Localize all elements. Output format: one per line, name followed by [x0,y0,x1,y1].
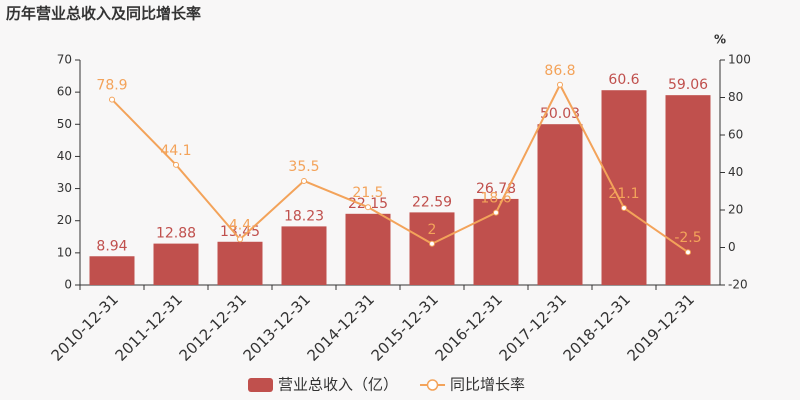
bar [345,213,391,285]
x-tick-label: 2010-12-31 [48,290,122,364]
bar [281,226,327,285]
x-tick-label: 2017-12-31 [496,290,570,364]
line-point [173,161,179,168]
y-tick-label: 50 [57,117,72,131]
bar-value-label: 22.15 [348,196,388,212]
y2-tick-label: 0 [728,240,736,254]
bar-value-label: 8.94 [96,238,127,254]
bar-value-label: 59.06 [668,77,708,93]
x-tick-label: 2014-12-31 [304,290,378,364]
line-value-label: 44.1 [160,143,191,159]
y-tick-label: 20 [57,213,72,227]
legend-label: 营业总收入（亿） [278,376,398,394]
legend-label: 同比增长率 [450,376,525,394]
legend-swatch [248,378,273,392]
y-tick-label: 10 [57,245,72,259]
line-value-label: 35.5 [288,159,319,175]
bar-value-label: 22.59 [412,194,452,210]
y2-tick-label: 80 [728,90,743,104]
line-value-label: 4.4 [229,217,251,233]
line-value-label: 21.1 [608,186,639,202]
y-tick-label: 30 [57,181,72,195]
bar [601,90,647,285]
bar [217,241,263,285]
line-point [237,236,243,243]
chart-title: 历年营业总收入及同比增长率 [6,5,201,23]
bar-value-label: 18.23 [284,208,324,224]
y2-tick-label: -20 [728,278,748,292]
y2-tick-label: 20 [728,203,743,217]
y-tick-label: 0 [64,278,72,292]
bar [89,256,135,285]
line-value-label: 78.9 [96,78,127,94]
bar-value-label: 60.6 [608,72,639,88]
x-tick-label: 2016-12-31 [432,290,506,364]
bar-value-label: 50.03 [540,106,580,122]
y2-axis-label: % [714,33,726,47]
line-point [301,177,307,184]
line-point [621,204,627,211]
bar [409,212,455,285]
line-point [109,96,115,103]
line-value-label: 2 [428,222,437,238]
line-value-label: 21.5 [352,185,383,201]
x-tick-label: 2011-12-31 [112,290,186,364]
line-point [685,249,691,256]
bar [153,243,199,285]
line-point [429,240,435,247]
line-value-label: 86.8 [544,63,575,79]
line-value-label: -2.5 [674,230,701,246]
x-tick-label: 2013-12-31 [240,290,314,364]
line-point [493,209,499,216]
y-tick-label: 60 [57,85,72,99]
y-tick-label: 40 [57,149,72,163]
y-tick-label: 70 [57,53,72,67]
y2-tick-label: 60 [728,128,743,142]
bar-value-label: 12.88 [156,226,196,242]
bar [665,95,711,286]
line-value-label: 18.6 [480,191,511,207]
line [111,82,689,254]
x-tick-label: 2018-12-31 [560,290,634,364]
y2-tick-label: 100 [728,53,751,67]
legend-swatch-point [426,379,439,391]
x-tick-label: 2019-12-31 [624,290,698,364]
line-point [365,204,371,211]
x-tick-label: 2015-12-31 [368,290,442,364]
y2-tick-label: 40 [728,165,743,179]
line-point [557,81,563,88]
x-tick-label: 2012-12-31 [176,290,250,364]
bar [537,124,583,285]
